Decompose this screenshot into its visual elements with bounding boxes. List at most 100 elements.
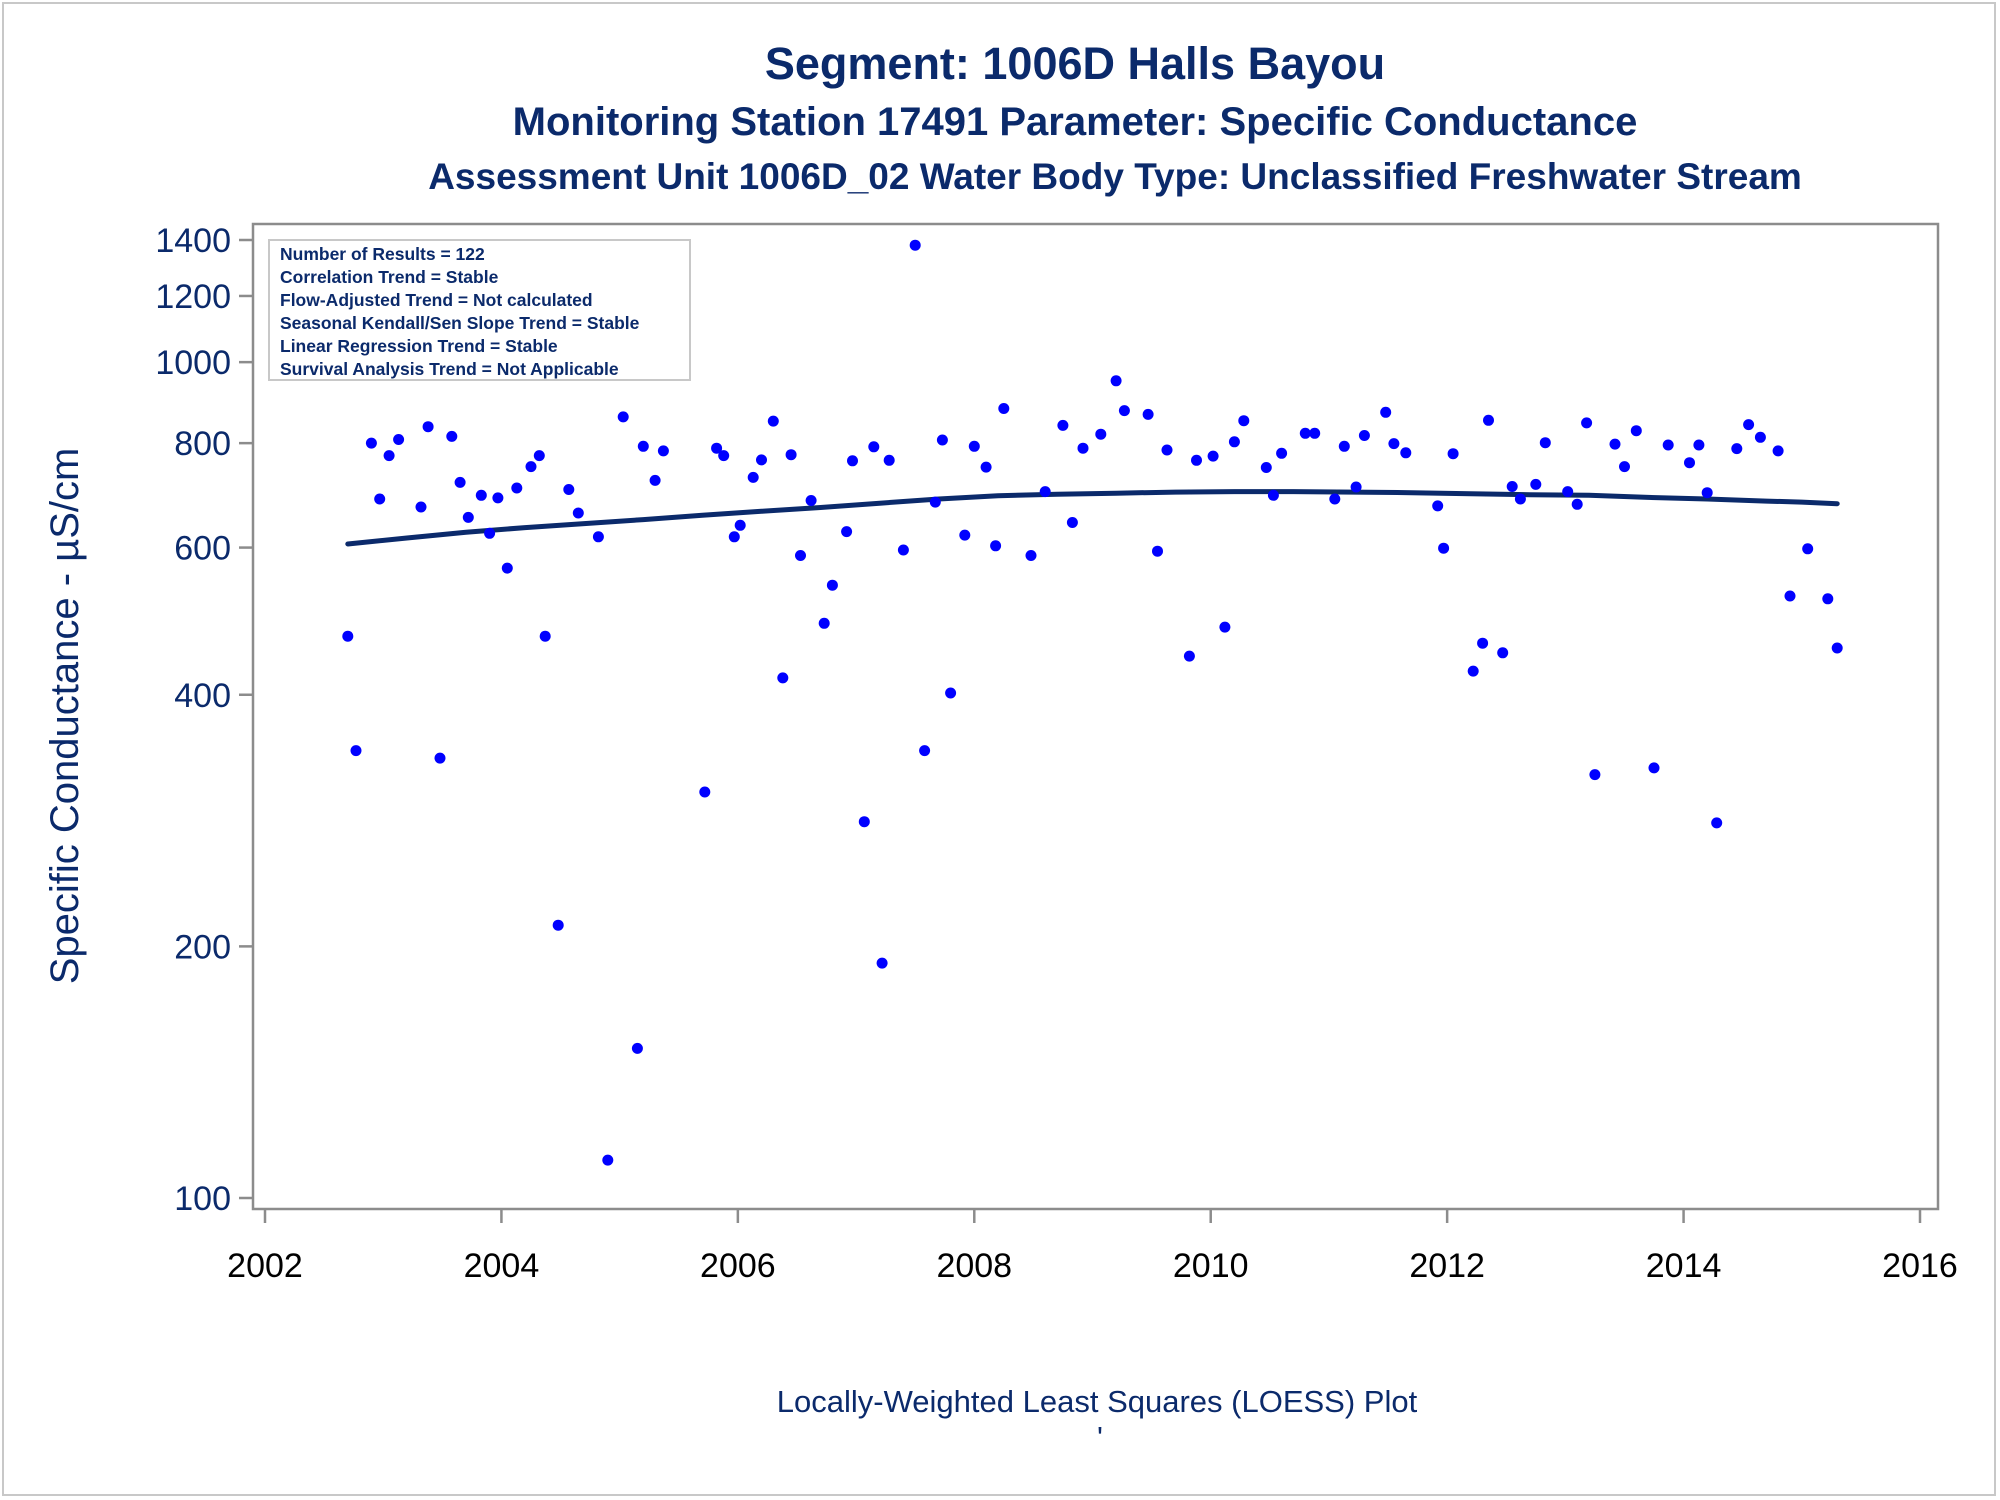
data-point [637,440,649,452]
data-point [1562,486,1574,498]
data-point [1118,405,1130,417]
data-point [699,786,711,798]
x-tick-label: 2006 [700,1247,776,1285]
data-point [1701,487,1713,499]
data-point [525,461,537,473]
data-point [454,476,466,488]
data-point [1380,406,1392,418]
data-point [718,450,730,462]
y-tick-label: 800 [174,425,231,463]
data-point [475,489,487,501]
plot-area [251,222,1940,1211]
y-tick-label: 600 [174,530,231,568]
data-point [1609,438,1621,450]
data-point [1057,419,1069,431]
data-point [1276,447,1288,459]
x-axis: 2002 2004 2006 2008 2010 2012 2014 2016 [227,1209,1958,1285]
data-point [422,421,434,433]
data-point [365,437,377,449]
data-point [883,454,895,466]
data-point [1400,447,1412,459]
data-point [1506,481,1518,492]
data-point [1039,486,1051,498]
data-point [777,672,789,684]
data-point [1772,445,1784,457]
data-point [1207,450,1219,462]
data-point [805,495,817,506]
data-point [767,415,779,427]
data-point [1731,443,1743,455]
x-tick-label: 2002 [227,1247,303,1285]
data-point [342,630,354,642]
data-point [631,1042,643,1054]
data-point [1467,665,1479,677]
data-point [1025,550,1037,561]
chart-subtitle-station: Monitoring Station 17491 Parameter: Spec… [512,100,1638,144]
data-point [533,450,545,462]
data-point [1619,461,1630,473]
data-point [657,445,669,457]
data-point [1183,650,1195,662]
data-point [1477,637,1489,649]
x-tick-label: 2004 [464,1247,540,1285]
data-point [1662,439,1674,451]
stat-survival-analysis-trend: Survival Analysis Trend = Not Applicable [280,359,619,379]
chart-title: Segment: 1006D Halls Bayou [764,38,1386,89]
data-point [501,562,513,574]
data-point [415,501,427,513]
data-point [1299,427,1311,439]
data-point [1066,517,1078,528]
stats-box-border [268,239,691,381]
x-tick-label: 2010 [1173,1247,1249,1285]
data-point [1831,642,1843,654]
stats-box: Number of Results = 122 Correlation Tren… [268,239,691,381]
data-point [1822,593,1834,605]
data-point [350,745,362,757]
data-point [929,496,941,508]
data-point [1238,415,1250,427]
data-point [968,440,980,452]
data-point [1358,430,1370,441]
data-point [1497,647,1509,659]
data-point [1483,414,1494,426]
data-point [909,239,921,251]
data-point [1784,590,1796,602]
data-point [1228,436,1240,448]
data-point [592,531,604,543]
data-point [1802,543,1814,555]
data-point [1142,408,1154,420]
data-point [1530,478,1542,490]
points-series [342,239,1843,1166]
data-point [980,461,992,473]
x-tick-label: 2016 [1882,1247,1958,1285]
data-point [936,434,948,446]
data-point [868,441,880,453]
data-point [617,411,629,423]
data-point [1077,442,1089,454]
data-point [462,511,474,523]
data-point [1648,762,1660,774]
data-point [959,529,971,541]
x-tick-label: 2012 [1409,1247,1485,1285]
data-point [492,492,504,504]
loess-series [345,489,1840,547]
data-point [1589,769,1601,781]
data-point [795,550,806,561]
data-point [1438,542,1450,554]
data-point [711,442,723,454]
data-point [1743,419,1755,431]
data-point [446,430,458,442]
data-point [602,1154,614,1166]
data-point [539,630,551,642]
x-tick-label: 2008 [936,1247,1012,1285]
data-point [847,455,858,467]
data-point [1388,438,1400,450]
data-point [1539,437,1551,449]
data-point [919,745,931,757]
data-point [1191,454,1202,466]
data-point [1447,448,1459,460]
x-tick-label: 2014 [1646,1247,1722,1285]
data-point [511,482,523,494]
data-point [572,507,584,519]
data-point [1095,428,1107,440]
